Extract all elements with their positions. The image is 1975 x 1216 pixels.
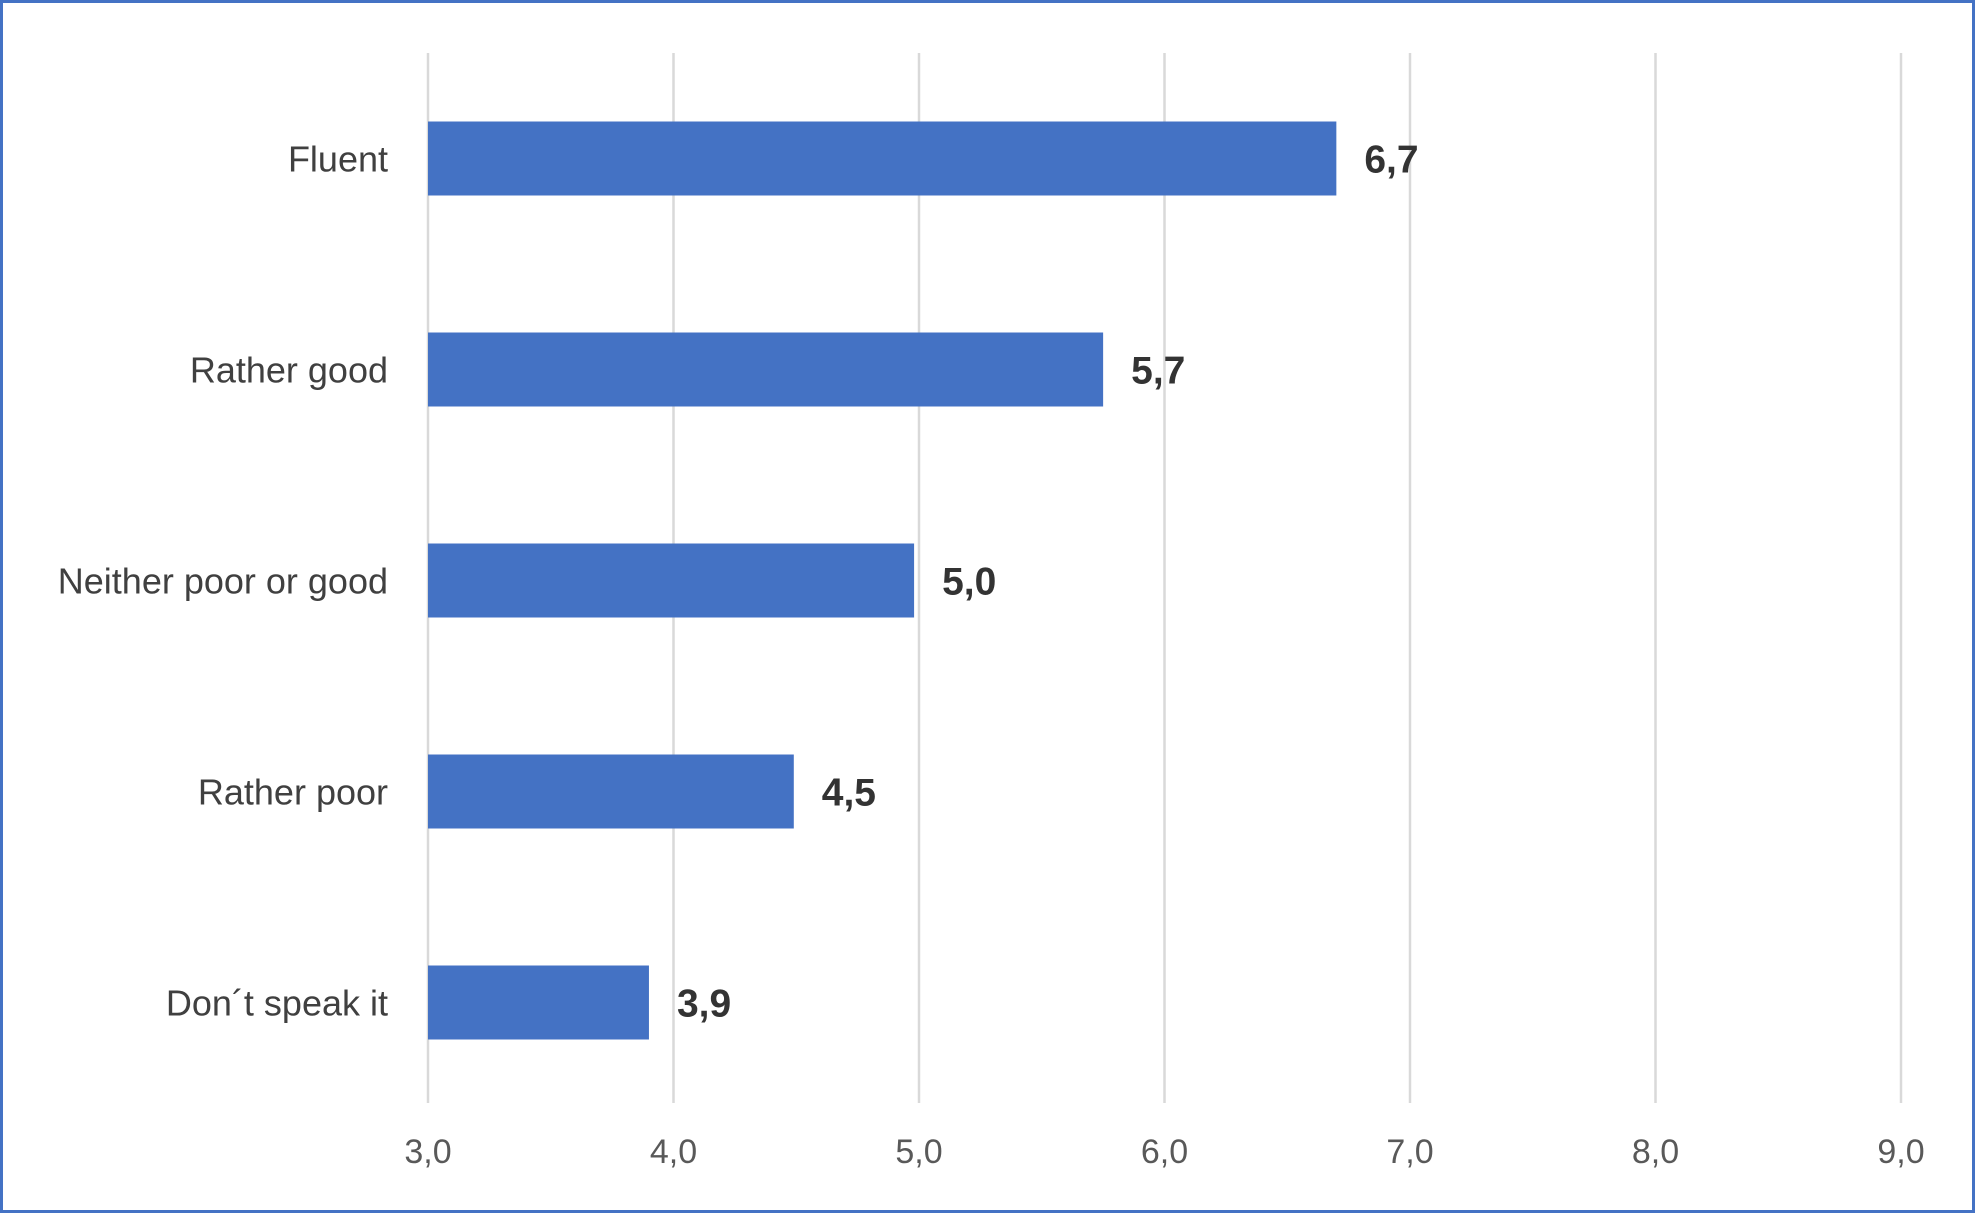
- bars: [428, 121, 1337, 1040]
- x-axis-tick-labels: 3,0 4,0 5,0 6,0 7,0 8,0 9,0: [404, 1133, 1924, 1171]
- category-label: Rather good: [190, 350, 388, 391]
- bar: [428, 754, 794, 829]
- bar: [428, 543, 915, 618]
- data-label: 4,5: [822, 772, 876, 815]
- category-label: Neither poor or good: [58, 561, 388, 602]
- gridlines: [426, 53, 1903, 1103]
- x-tick-label: 7,0: [1386, 1133, 1433, 1171]
- data-label: 5,0: [942, 561, 996, 604]
- x-tick-label: 5,0: [895, 1133, 942, 1171]
- x-tick-label: 3,0: [404, 1133, 451, 1171]
- x-tick-label: 6,0: [1141, 1133, 1188, 1171]
- bar: [428, 965, 649, 1040]
- bar-chart: Fluent Rather good Neither poor or good Rat…: [58, 53, 1925, 1171]
- data-label: 5,7: [1131, 350, 1185, 393]
- data-label: 6,7: [1364, 139, 1418, 182]
- bar: [428, 121, 1337, 196]
- x-tick-label: 4,0: [650, 1133, 697, 1171]
- category-label: Rather poor: [198, 772, 388, 813]
- category-label: Fluent: [288, 139, 388, 180]
- category-labels: Fluent Rather good Neither poor or good Rat…: [58, 139, 388, 1024]
- value-labels: 6,7 5,7 5,0 4,5 3,9: [677, 139, 1419, 1026]
- bar: [428, 332, 1104, 407]
- category-label: Don´t speak it: [166, 983, 388, 1024]
- data-label: 3,9: [677, 983, 731, 1026]
- x-tick-label: 8,0: [1632, 1133, 1679, 1171]
- x-tick-label: 9,0: [1877, 1133, 1924, 1171]
